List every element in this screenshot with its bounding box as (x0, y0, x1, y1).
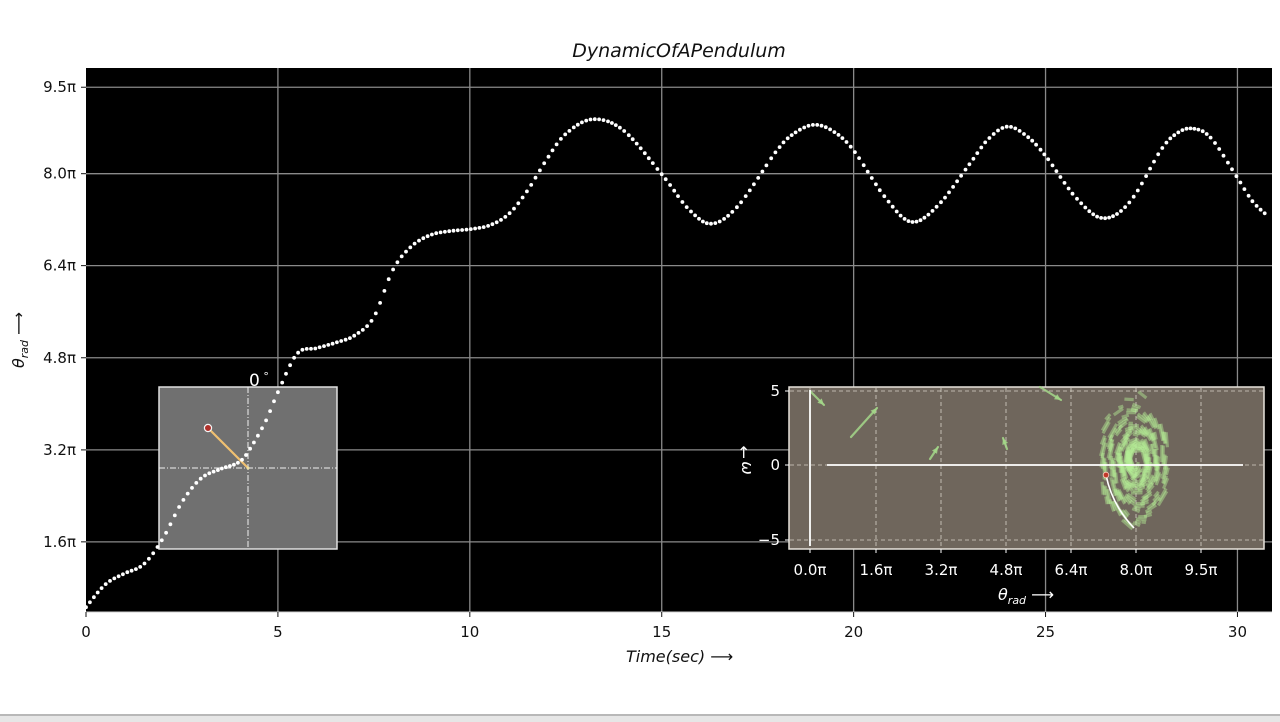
phase-y-label: ω (738, 461, 757, 474)
phase-y-tick-label: −5 (758, 531, 780, 549)
y-tick-label: 8.0π (43, 165, 76, 183)
phase-x-tick-label: 9.5π (1185, 561, 1218, 579)
y-tick-label: 3.2π (43, 441, 76, 459)
y-tick-label: 6.4π (43, 257, 76, 275)
y-tick-label: 9.5π (43, 78, 76, 96)
phase-x-tick-label: 1.6π (860, 561, 893, 579)
phase-portrait-inset: 0.0π 1.6π 3.2π 4.8π 6.4π 8.0π 9.5π 5 0 −5 ω ↑ θra… (737, 382, 1264, 607)
x-tick-label: 5 (273, 623, 283, 641)
x-tick-label: 20 (844, 623, 863, 641)
phase-x-tick-label: 3.2π (925, 561, 958, 579)
phase-x-tick-label: 0.0π (794, 561, 827, 579)
x-tick-label: 25 (1036, 623, 1055, 641)
y-axis-ticks: 1.6π 3.2π 4.8π 6.4π 8.0π 9.5π (43, 78, 86, 551)
y-axis-label: θrad ⟶ (9, 312, 31, 368)
phase-x-label: θrad ⟶ (998, 585, 1054, 607)
y-tick-label: 4.8π (43, 349, 76, 367)
phase-x-tick-label: 8.0π (1120, 561, 1153, 579)
pendulum-bob (204, 424, 211, 431)
phase-x-tick-label: 4.8π (990, 561, 1023, 579)
phase-x-tick-label: 6.4π (1055, 561, 1088, 579)
x-tick-label: 0 (81, 623, 91, 641)
pendulum-inset: 0 ° (159, 370, 337, 549)
y-tick-label: 1.6π (43, 533, 76, 551)
x-tick-label: 15 (652, 623, 671, 641)
svg-text:θrad ⟶: θrad ⟶ (9, 312, 31, 368)
x-axis-label: Time(sec) ⟶ (626, 647, 733, 666)
phase-y-tick-label: 0 (770, 456, 780, 474)
x-tick-label: 10 (460, 623, 479, 641)
x-axis-ticks: 0 5 10 15 20 25 30 (81, 612, 1247, 641)
window-bottom-edge (0, 714, 1280, 722)
svg-text:ω: ω (738, 461, 757, 474)
phase-y-tick-label: 5 (770, 382, 780, 400)
pendulum-pivot (247, 467, 250, 470)
phase-y-arrow-icon: ↑ (737, 443, 750, 462)
x-tick-label: 30 (1228, 623, 1247, 641)
phase-current-point (1103, 472, 1109, 478)
